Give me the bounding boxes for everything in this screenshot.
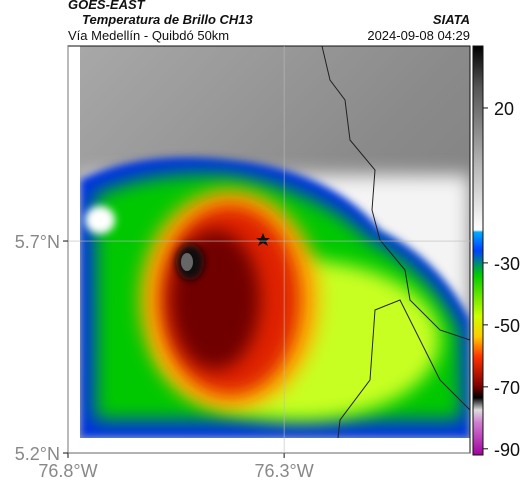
x-tick-label: 76.3°W [255, 461, 314, 481]
satellite-image [80, 46, 470, 438]
y-tick-label: 5.7°N [15, 232, 60, 252]
x-tick-label: 76.8°W [38, 461, 97, 481]
colorbar-tick-label: 20 [494, 99, 514, 119]
title: Temperatura de Brillo CH13 [82, 12, 254, 27]
colorbar-tick-label: -90 [494, 440, 520, 460]
colorbar [472, 45, 484, 456]
colorbar-tick-label: -70 [494, 378, 520, 398]
org: SIATA [433, 12, 470, 27]
colorbar-tick-label: -50 [494, 316, 520, 336]
colorbar-tick-label: -30 [494, 254, 520, 274]
source: GOES-EAST [68, 0, 146, 12]
timestamp: 2024-09-08 04:29 [367, 28, 470, 43]
subtitle: Vía Medellín - Quibdó 50km [68, 28, 229, 43]
y-tick-label: 5.2°N [15, 444, 60, 464]
